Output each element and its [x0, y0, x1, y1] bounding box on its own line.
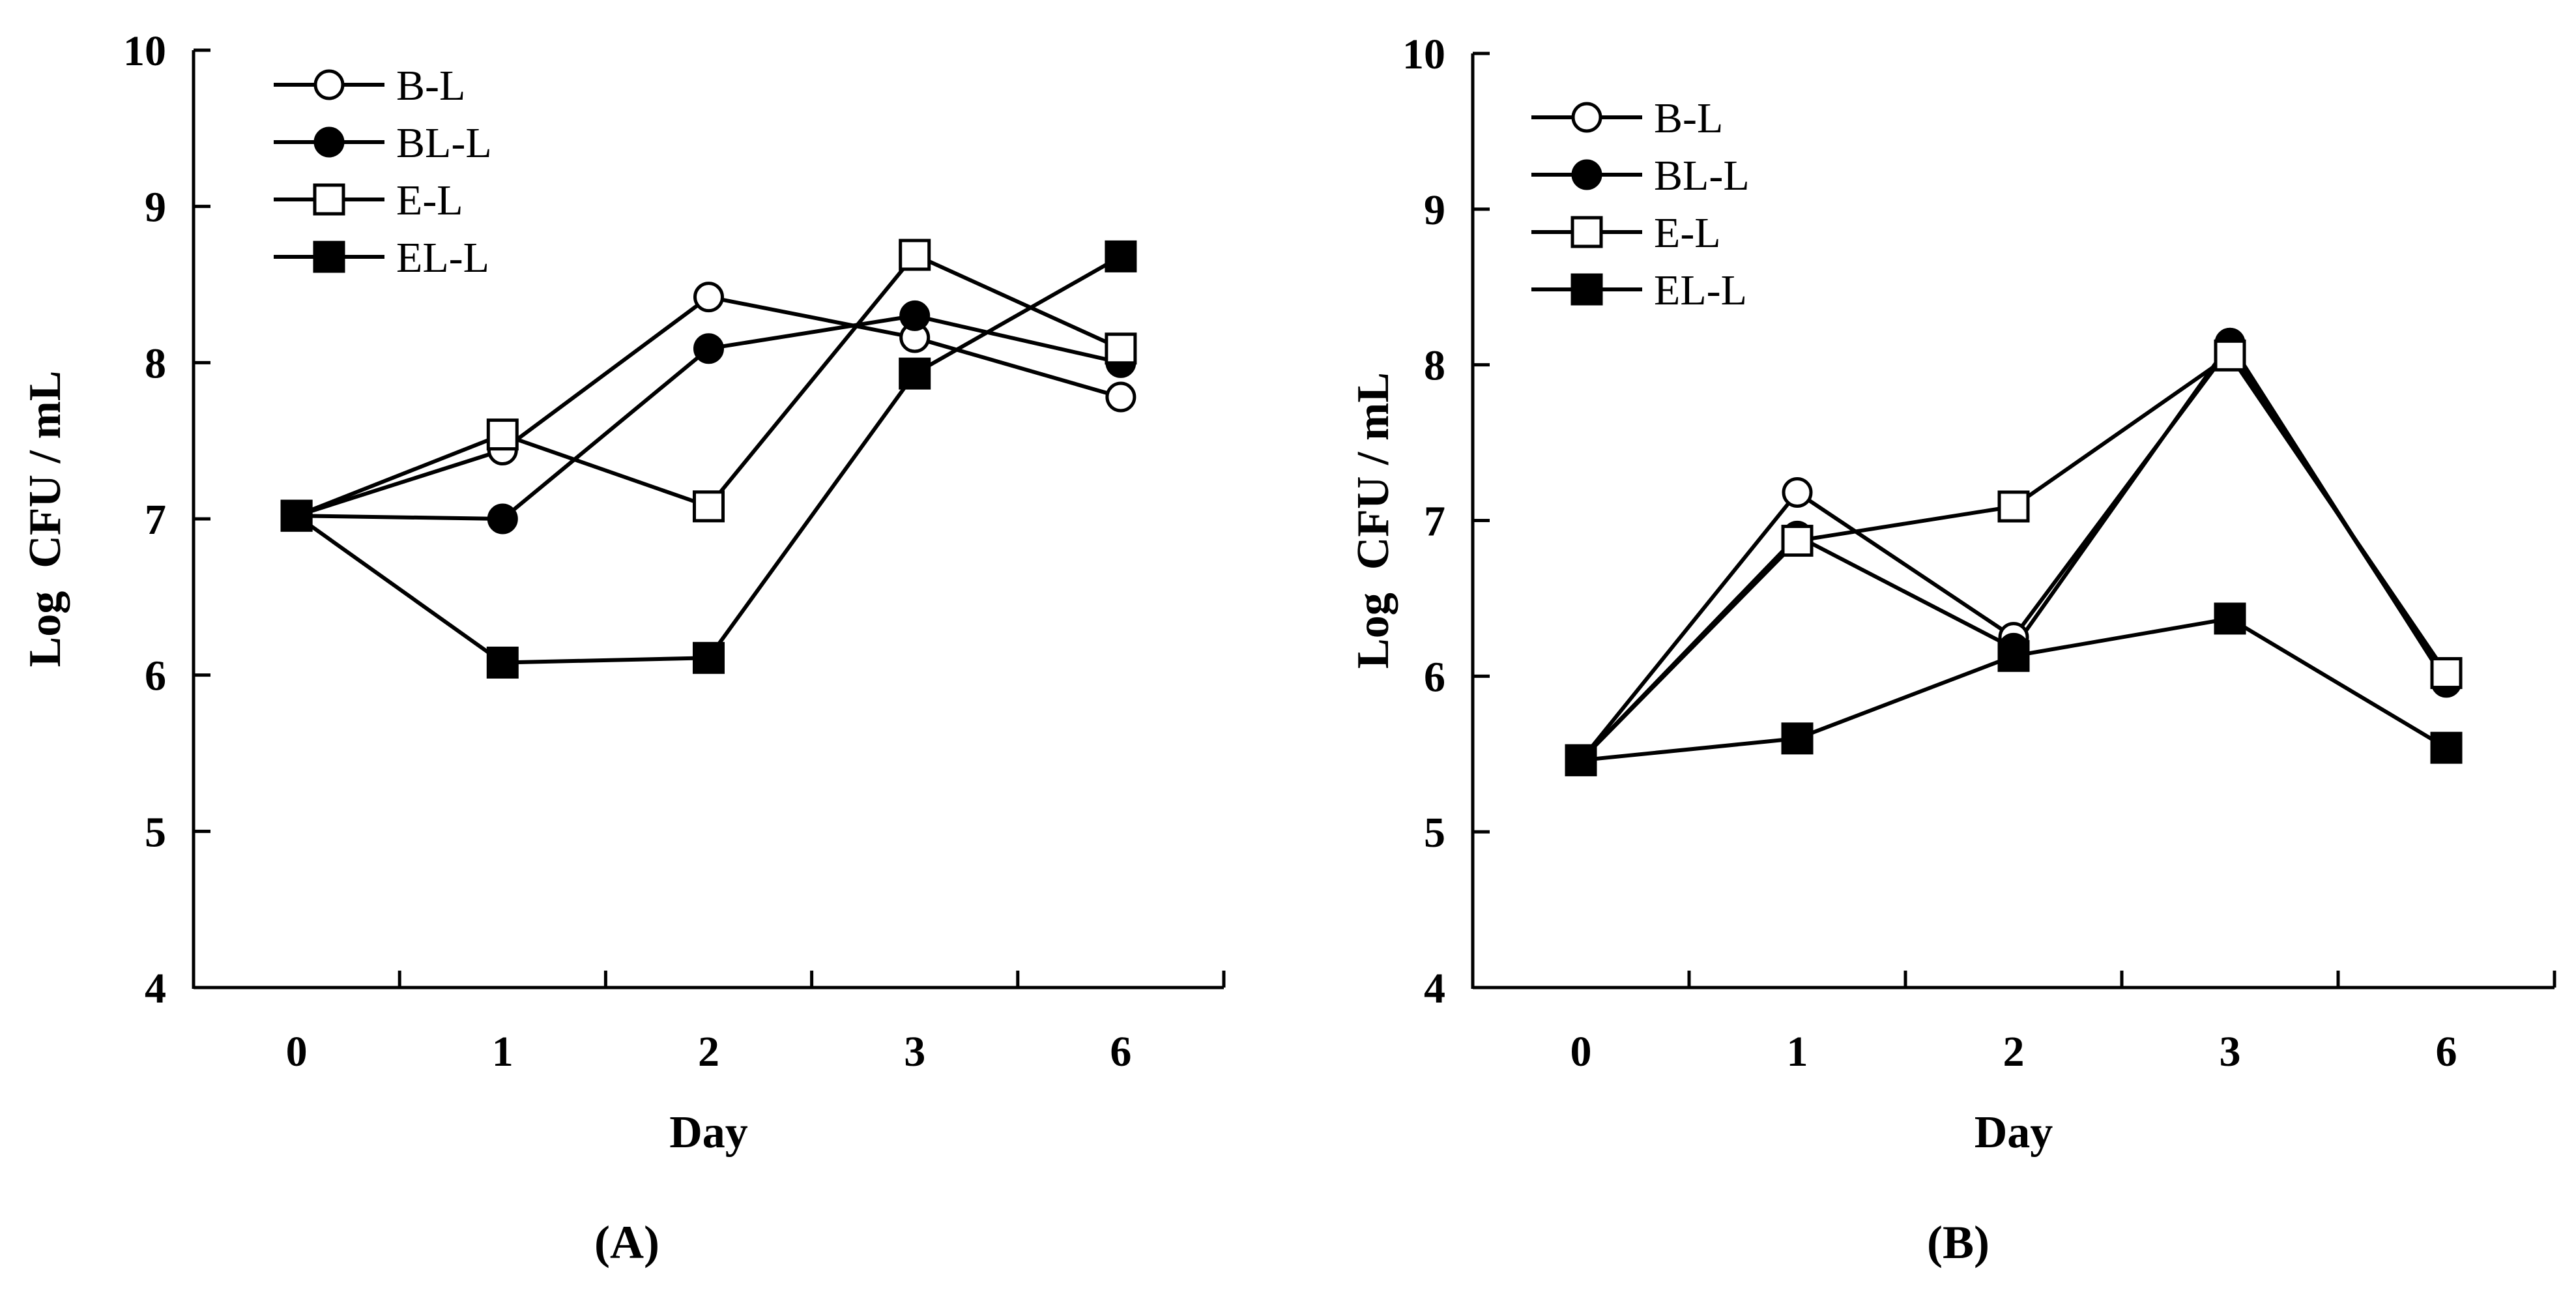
x-tick-label: 3	[2220, 1028, 2241, 1076]
legend-marker	[1570, 273, 1603, 306]
legend-label: BL-L	[1654, 152, 1750, 199]
legend-marker	[313, 183, 345, 216]
panel-label: (A)	[594, 1216, 659, 1268]
x-tick-label: 2	[698, 1028, 719, 1076]
y-tick-label: 10	[123, 27, 166, 75]
legend-label: B-L	[396, 62, 465, 110]
y-tick-label: 8	[1424, 342, 1445, 390]
legend-marker	[1571, 159, 1602, 190]
x-tick-label: 6	[1110, 1028, 1131, 1076]
y-tick-label: 7	[1424, 498, 1445, 546]
data-point	[693, 333, 724, 364]
data-point	[1105, 381, 1136, 413]
data-point	[1105, 332, 1137, 365]
x-tick-label: 0	[1570, 1028, 1592, 1076]
x-tick-label: 2	[2003, 1028, 2025, 1076]
series-el-l	[295, 254, 1122, 665]
data-point	[486, 418, 519, 451]
series-line	[1579, 353, 2448, 762]
series-markers-el-l	[1565, 602, 2463, 776]
data-point	[487, 503, 518, 535]
series-line	[296, 295, 1122, 518]
x-tick-label: 1	[492, 1028, 514, 1076]
y-tick-label: 9	[145, 184, 166, 231]
data-point	[1781, 722, 1814, 755]
series-markers-e-l	[1565, 339, 2463, 776]
y-tick-label: 8	[145, 340, 166, 387]
data-point	[899, 357, 931, 390]
chart-panel-b: 4 5 6 7 8 9 10 0 1 2 3 6 Day Log CFU / mL (B) B-L BL-L E-…	[1348, 31, 2556, 1268]
legend-marker	[313, 126, 345, 158]
legend-label: EL-L	[396, 234, 489, 282]
legend-label: E-L	[396, 177, 463, 224]
legend: B-L BL-L E-L EL-L	[1531, 95, 1750, 314]
data-point	[1105, 240, 1137, 272]
series-e-l	[1579, 353, 2448, 762]
legend-label: BL-L	[396, 119, 492, 167]
series-b-l	[1579, 345, 2448, 762]
legend-label: E-L	[1654, 209, 1721, 257]
y-tick-label: 5	[1424, 809, 1445, 857]
data-point	[2430, 657, 2463, 690]
y-tick-label: 4	[145, 965, 166, 1012]
series-bl-l	[1579, 341, 2448, 762]
y-tick-label: 9	[1424, 186, 1445, 234]
data-point	[1997, 639, 2030, 672]
legend-label: B-L	[1654, 95, 1723, 142]
y-axis-title: Log CFU / mL	[1348, 372, 1398, 669]
series-b-l	[296, 295, 1122, 518]
panel-label: (B)	[1927, 1216, 1990, 1268]
data-point	[1997, 490, 2030, 523]
data-point	[693, 641, 725, 674]
x-axis-title: Day	[1975, 1107, 2053, 1158]
series-markers-b-l	[1565, 332, 2462, 776]
y-tick-label: 10	[1402, 31, 1445, 78]
y-axis-title: Log CFU / mL	[20, 371, 70, 667]
x-axis-title: Day	[669, 1107, 748, 1158]
series-markers-el-l	[280, 240, 1137, 679]
x-tick-label: 1	[1787, 1028, 1808, 1076]
legend-label: EL-L	[1654, 267, 1747, 314]
legend-marker	[1571, 102, 1602, 133]
data-point	[2214, 339, 2246, 372]
data-point	[486, 646, 519, 679]
data-point	[2214, 602, 2246, 635]
legend-marker	[1570, 216, 1603, 248]
data-point	[693, 490, 725, 523]
y-tick-label: 6	[145, 652, 166, 700]
y-tick-label: 4	[1424, 965, 1445, 1012]
series-markers-bl-l	[1565, 327, 2462, 776]
series-line	[1579, 341, 2448, 762]
x-tick-label: 0	[286, 1028, 308, 1076]
x-tick-label: 6	[2436, 1028, 2457, 1076]
chart-panel-a: 4 5 6 7 8 9 10 0 1 2 3 6 Day Log CFU / mL (A) B-L BL-L E-…	[20, 27, 1226, 1268]
y-tick-label: 6	[1424, 653, 1445, 701]
data-point	[2430, 731, 2463, 764]
data-point	[693, 282, 724, 313]
data-point	[280, 499, 313, 532]
legend: B-L BL-L E-L EL-L	[274, 62, 492, 282]
data-point	[899, 300, 931, 331]
x-tick-label: 3	[904, 1028, 925, 1076]
data-point	[1781, 525, 1814, 557]
data-point	[899, 239, 931, 271]
data-point	[1565, 744, 1597, 776]
legend-marker	[313, 69, 345, 100]
y-tick-label: 5	[145, 808, 166, 856]
series-line	[1579, 345, 2448, 762]
data-point	[1782, 477, 1813, 508]
series-line	[295, 254, 1122, 665]
legend-marker	[313, 241, 345, 273]
y-tick-label: 7	[145, 496, 166, 544]
